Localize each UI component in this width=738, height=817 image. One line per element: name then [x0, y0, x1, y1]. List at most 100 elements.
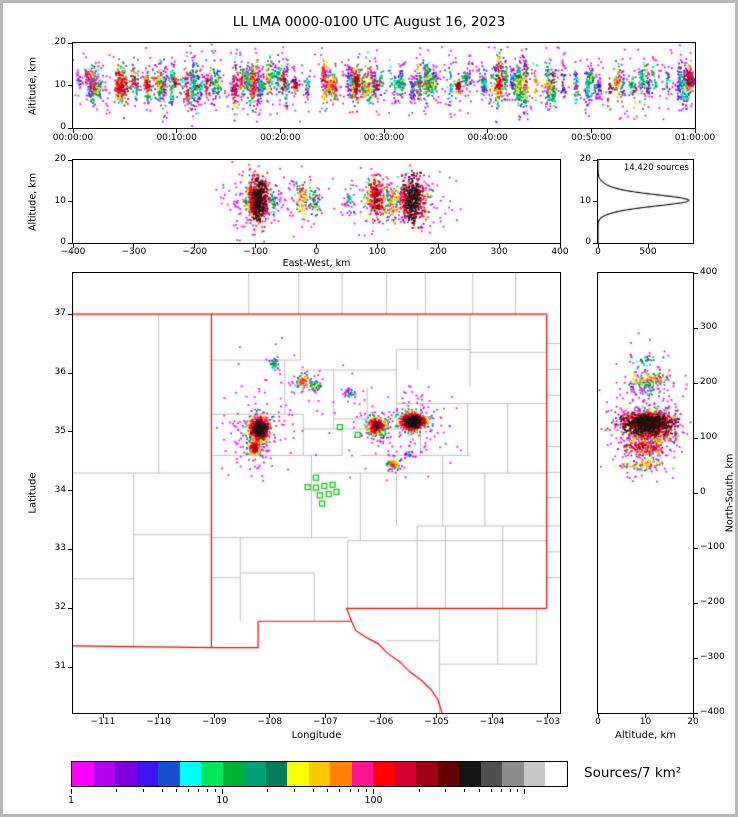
tick-mark: [547, 714, 549, 718]
tick-label: 0: [700, 487, 706, 498]
tick-mark: [597, 714, 599, 718]
tick-label: 200: [700, 377, 718, 388]
tick-label: 10: [216, 795, 229, 806]
tick-label: 01:00:00: [674, 133, 716, 143]
tick-mark: [339, 789, 341, 792]
ylabel-north-south: North-South, km: [724, 453, 736, 533]
tick-label: 32: [54, 602, 66, 613]
tick-mark: [194, 244, 196, 248]
colorbar-cell: [459, 762, 481, 786]
tick-mark: [293, 789, 295, 792]
tick-mark: [316, 244, 317, 248]
northsouth-altitude-panel: [597, 272, 694, 714]
eastwest-altitude-panel: [72, 159, 561, 244]
tick-label: 0: [313, 247, 320, 257]
tick-label: 0: [60, 237, 66, 248]
tick-mark: [158, 714, 160, 718]
tick-mark: [694, 272, 698, 274]
colorbar-cell: [437, 762, 460, 786]
tick-mark: [694, 382, 698, 384]
tick-label: 00:20:00: [260, 133, 301, 143]
colorbar-cell: [179, 762, 202, 786]
tick-mark: [68, 372, 72, 374]
tick-mark: [590, 129, 592, 133]
colorbar-label: Sources/7 km²: [584, 765, 682, 781]
tick-mark: [279, 129, 281, 133]
tick-mark: [176, 789, 178, 792]
tick-mark: [102, 714, 104, 718]
colorbar-cell: [93, 762, 116, 786]
tick-label: −108: [257, 717, 283, 727]
tick-label: 400: [700, 267, 718, 278]
tick-label: 100: [364, 795, 383, 806]
tick-mark: [68, 548, 72, 550]
tick-mark: [255, 244, 257, 248]
colorbar-cell: [351, 762, 374, 786]
colorbar-cell: [330, 762, 352, 786]
colorbar-cell: [136, 762, 159, 786]
tick-label: 10: [54, 195, 66, 206]
tick-label: −200: [182, 247, 208, 257]
tick-label: −100: [243, 247, 268, 257]
tick-label: 0: [60, 122, 66, 133]
tick-label: −109: [201, 717, 227, 727]
tick-label: −300: [121, 247, 147, 257]
tick-mark: [116, 789, 118, 792]
tick-label: −103: [535, 717, 561, 727]
tick-mark: [436, 714, 438, 718]
tick-label: 300: [700, 322, 718, 333]
tick-mark: [68, 85, 72, 86]
tick-label: 0: [595, 717, 601, 727]
tick-mark: [327, 789, 329, 792]
colorbar-cell: [373, 762, 395, 786]
tick-mark: [68, 242, 72, 244]
tick-label: 35: [54, 425, 66, 436]
tick-label: −400: [60, 247, 86, 257]
ylabel-latitude: Latitude: [27, 472, 39, 514]
tick-mark: [647, 244, 649, 248]
tick-mark: [694, 327, 698, 329]
tick-mark: [597, 244, 599, 248]
tick-mark: [68, 159, 72, 161]
tick-mark: [694, 712, 698, 714]
tick-mark: [593, 242, 597, 244]
northsouth-altitude-canvas: [598, 273, 693, 713]
altitude-histogram-canvas: [598, 160, 693, 243]
tick-label: 31: [54, 661, 66, 672]
tick-label: 37: [54, 308, 66, 319]
tick-label: 36: [54, 367, 66, 378]
tick-mark: [478, 789, 480, 792]
tick-label: 00:40:00: [467, 133, 508, 143]
tick-label: 33: [54, 543, 66, 554]
colorbar-cell: [244, 762, 266, 786]
tick-label: 10: [579, 195, 591, 206]
tick-label: 500: [639, 247, 657, 257]
tick-label: 100: [368, 247, 386, 257]
tick-mark: [694, 602, 698, 604]
tick-mark: [694, 437, 698, 439]
tick-label: 00:50:00: [571, 133, 612, 143]
time-altitude-panel: [72, 42, 696, 129]
tick-label: −400: [700, 707, 725, 718]
tick-label: 34: [54, 484, 66, 495]
tick-label: 00:30:00: [363, 133, 405, 143]
colorbar-cell: [265, 762, 288, 786]
colorbar-cell: [158, 762, 180, 786]
tick-label: −200: [700, 597, 725, 608]
tick-label: 10: [639, 717, 652, 727]
colorbar-cell: [287, 762, 309, 786]
tick-mark: [593, 159, 597, 161]
tick-label: 0: [585, 237, 591, 248]
tick-mark: [490, 789, 492, 792]
tick-label: −110: [146, 717, 171, 727]
tick-label: 100: [700, 432, 718, 443]
tick-mark: [498, 244, 500, 248]
tick-mark: [373, 789, 375, 794]
tick-mark: [221, 789, 223, 794]
tick-mark: [72, 129, 74, 133]
tick-mark: [68, 127, 72, 129]
colorbar-cell: [523, 762, 546, 786]
colorbar-cell: [72, 762, 94, 786]
colorbar-cell: [416, 762, 438, 786]
